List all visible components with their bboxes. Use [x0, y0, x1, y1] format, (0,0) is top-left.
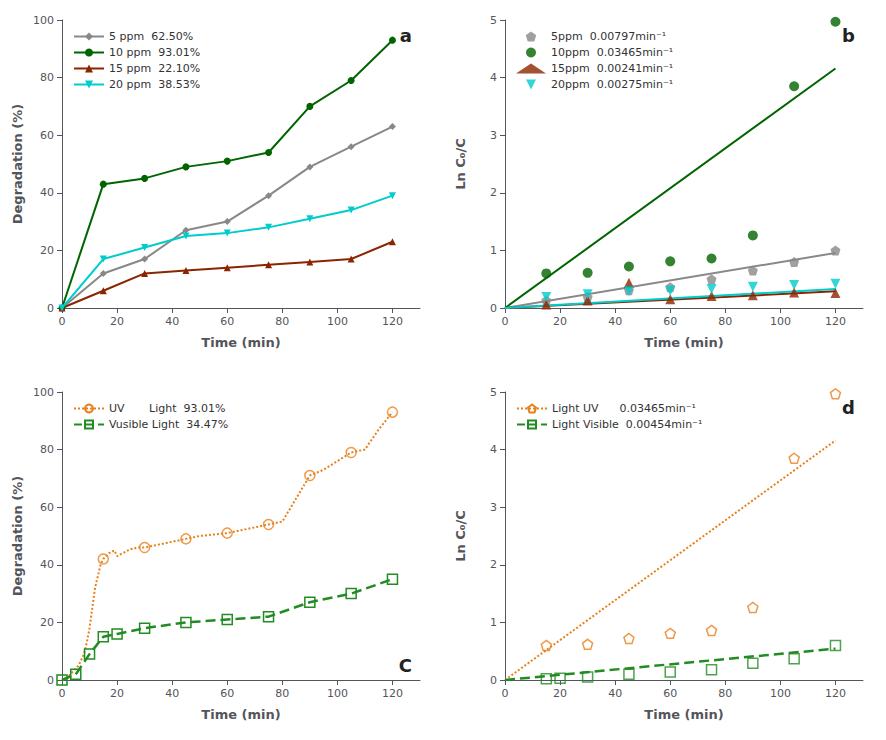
svg-text:3: 3: [490, 129, 497, 142]
svg-text:Time (min): Time (min): [201, 335, 280, 350]
svg-text:20: 20: [40, 616, 54, 629]
svg-text:Degradation (%): Degradation (%): [10, 104, 25, 224]
svg-text:40: 40: [165, 315, 179, 328]
svg-text:0: 0: [59, 687, 66, 700]
svg-text:10 ppm 93.01%: 10 ppm 93.01%: [109, 46, 200, 59]
svg-text:2: 2: [490, 186, 497, 199]
svg-text:UV Light 93.01%: UV Light 93.01%: [109, 402, 225, 415]
svg-text:15 ppm 22.10%: 15 ppm 22.10%: [109, 62, 200, 75]
svg-text:10ppm 0.03465min⁻¹: 10ppm 0.03465min⁻¹: [551, 46, 673, 59]
svg-text:0: 0: [490, 674, 497, 687]
svg-text:60: 60: [40, 129, 54, 142]
svg-text:60: 60: [40, 501, 54, 514]
svg-text:5: 5: [490, 386, 497, 399]
svg-text:Time (min): Time (min): [201, 707, 280, 722]
svg-text:2: 2: [490, 558, 497, 571]
svg-text:80: 80: [40, 443, 54, 456]
svg-text:20: 20: [110, 687, 124, 700]
svg-text:20ppm 0.00275min⁻¹: 20ppm 0.00275min⁻¹: [551, 78, 673, 91]
svg-text:5 ppm 62.50%: 5 ppm 62.50%: [109, 30, 193, 43]
svg-text:100: 100: [770, 687, 791, 700]
svg-text:40: 40: [40, 186, 54, 199]
svg-text:20: 20: [553, 315, 567, 328]
svg-text:40: 40: [165, 687, 179, 700]
svg-text:Ln C₀/C: Ln C₀/C: [453, 510, 468, 562]
svg-text:Light Visible 0.00454min⁻¹: Light Visible 0.00454min⁻¹: [552, 418, 702, 431]
svg-text:80: 80: [275, 315, 289, 328]
svg-text:Light UV 0.03465min⁻¹: Light UV 0.03465min⁻¹: [552, 402, 696, 415]
svg-text:4: 4: [490, 443, 497, 456]
svg-text:b: b: [842, 25, 855, 46]
svg-text:0: 0: [502, 315, 509, 328]
svg-text:60: 60: [663, 315, 677, 328]
svg-text:100: 100: [327, 315, 348, 328]
svg-text:120: 120: [825, 315, 846, 328]
svg-text:5: 5: [490, 14, 497, 27]
svg-text:100: 100: [33, 14, 54, 27]
svg-text:40: 40: [608, 315, 622, 328]
svg-text:60: 60: [663, 687, 677, 700]
svg-text:a: a: [400, 25, 412, 46]
svg-text:Degradation (%): Degradation (%): [10, 476, 25, 596]
svg-text:20: 20: [40, 244, 54, 257]
svg-text:0: 0: [47, 302, 54, 315]
svg-text:0: 0: [47, 674, 54, 687]
svg-text:20: 20: [553, 687, 567, 700]
svg-text:80: 80: [718, 687, 732, 700]
svg-text:20: 20: [110, 315, 124, 328]
svg-text:15ppm 0.00241min⁻¹: 15ppm 0.00241min⁻¹: [551, 62, 673, 75]
svg-text:0: 0: [490, 302, 497, 315]
svg-text:60: 60: [220, 687, 234, 700]
svg-text:0: 0: [59, 315, 66, 328]
svg-text:Time (min): Time (min): [644, 335, 723, 350]
svg-text:120: 120: [382, 687, 403, 700]
svg-text:d: d: [842, 397, 855, 418]
svg-text:Vusible Light 34.47%: Vusible Light 34.47%: [109, 418, 228, 431]
svg-text:40: 40: [40, 558, 54, 571]
svg-text:1: 1: [490, 616, 497, 629]
svg-text:1: 1: [490, 244, 497, 257]
svg-text:120: 120: [382, 315, 403, 328]
svg-text:80: 80: [40, 71, 54, 84]
svg-text:20 ppm 38.53%: 20 ppm 38.53%: [109, 78, 200, 91]
svg-text:100: 100: [770, 315, 791, 328]
svg-text:80: 80: [718, 315, 732, 328]
svg-text:Time (min): Time (min): [644, 707, 723, 722]
svg-text:120: 120: [825, 687, 846, 700]
svg-text:60: 60: [220, 315, 234, 328]
svg-text:100: 100: [327, 687, 348, 700]
svg-text:40: 40: [608, 687, 622, 700]
svg-text:Ln C₀/C: Ln C₀/C: [453, 138, 468, 190]
svg-text:80: 80: [275, 687, 289, 700]
svg-text:3: 3: [490, 501, 497, 514]
svg-text:5ppm 0.00797min⁻¹: 5ppm 0.00797min⁻¹: [551, 30, 666, 43]
svg-text:100: 100: [33, 386, 54, 399]
svg-text:4: 4: [490, 71, 497, 84]
svg-text:0: 0: [502, 687, 509, 700]
svg-text:C: C: [399, 655, 412, 676]
